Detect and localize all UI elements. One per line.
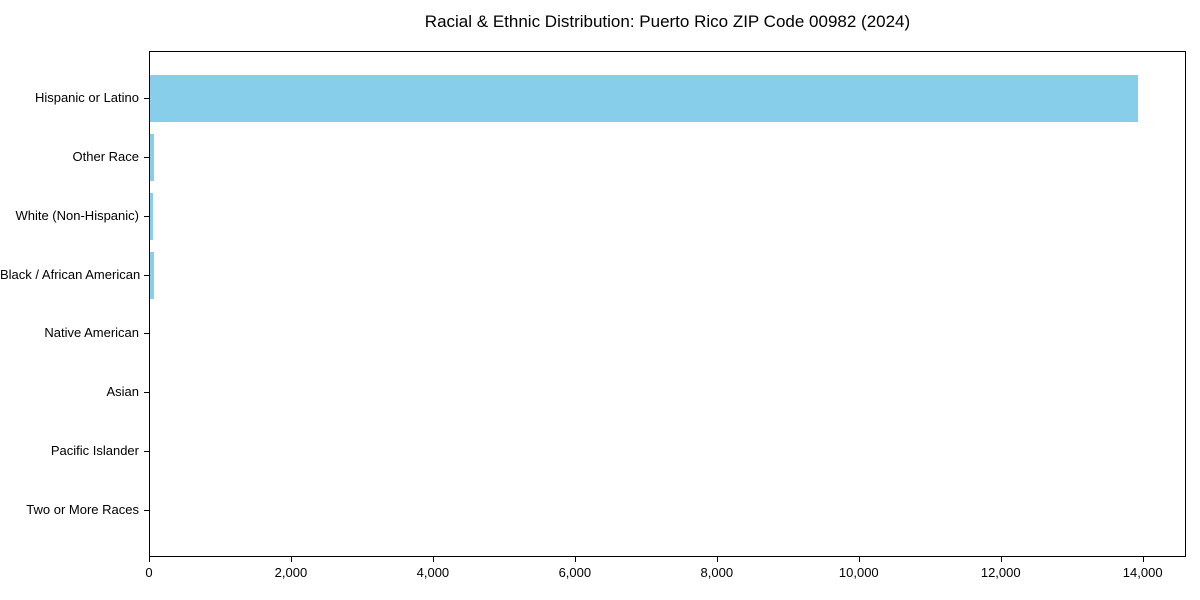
x-tick-mark (432, 557, 434, 562)
x-tick-label: 2,000 (274, 565, 308, 580)
y-tick-mark (144, 215, 149, 217)
y-tick-label: Black / African American (0, 266, 141, 282)
chart-title: Racial & Ethnic Distribution: Puerto Ric… (424, 12, 911, 31)
y-tick-label: Hispanic or Latino (34, 89, 139, 105)
y-tick-mark (144, 510, 149, 512)
x-tick-mark (1000, 557, 1002, 562)
y-tick-mark (144, 333, 149, 335)
x-tick-mark (574, 557, 576, 562)
x-tick-label: 0 (145, 565, 153, 580)
y-tick-label: Native American (44, 325, 139, 341)
bar (150, 75, 1138, 123)
y-tick-label: Other Race (72, 148, 139, 164)
bar (150, 251, 154, 300)
x-tick-label: 14,000 (1122, 565, 1163, 580)
y-tick-label: Two or More Races (26, 502, 139, 518)
x-tick-mark (149, 557, 150, 562)
x-tick-mark (290, 557, 292, 562)
y-tick-label: Pacific Islander (50, 443, 139, 459)
x-tick-label: 10,000 (838, 565, 879, 580)
y-tick-label: White (Non-Hispanic) (15, 207, 139, 223)
y-tick-label: Asian (106, 384, 139, 400)
y-tick-mark (144, 156, 149, 158)
y-tick-mark (144, 392, 149, 394)
x-tick-mark (858, 557, 860, 562)
x-tick-label: 4,000 (416, 565, 450, 580)
y-tick-mark (144, 274, 149, 276)
x-tick-label: 8,000 (700, 565, 734, 580)
plot-area (149, 51, 1186, 557)
x-tick-mark (716, 557, 718, 562)
y-tick-mark (144, 451, 149, 453)
x-tick-mark (1142, 557, 1144, 562)
x-tick-label: 6,000 (558, 565, 592, 580)
y-tick-mark (144, 97, 149, 99)
x-tick-label: 12,000 (980, 565, 1021, 580)
bar (150, 133, 154, 182)
bar (150, 192, 153, 241)
